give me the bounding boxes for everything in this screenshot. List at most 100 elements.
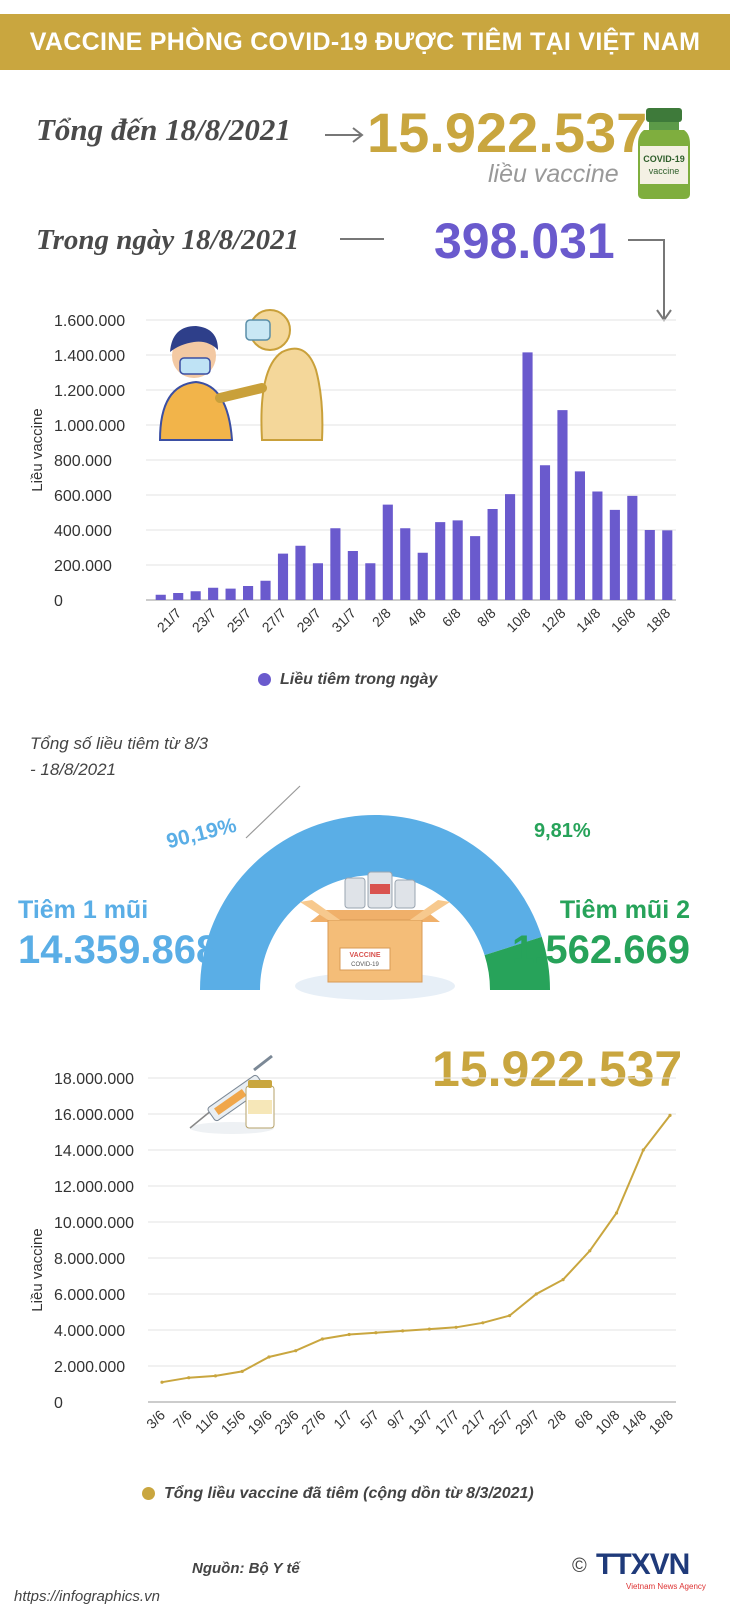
bar-xtick-label: 4/8 (404, 605, 429, 630)
day-label: Trong ngày 18/8/2021 (36, 224, 300, 256)
line-point (294, 1349, 298, 1353)
bar-14-8 (592, 491, 603, 600)
bar-xtick-label: 10/8 (503, 605, 534, 636)
bar-xtick-label: 29/7 (293, 605, 324, 636)
cumulative-total-annotation: 15.922.537 (432, 1041, 683, 1097)
bar-3-8 (400, 528, 411, 600)
cumulative-doses-line-chart: 0 2.000.000 4.000.000 6.000.000 8.000.000 10.… (29, 1054, 676, 1438)
line-point (641, 1148, 645, 1152)
line-ytick-label: 10.000.000 (54, 1215, 134, 1232)
vial-text-2: vaccine (649, 166, 680, 176)
dose-2-value: 1.562.669 (512, 928, 690, 972)
source-text: Nguồn: Bộ Y tế (192, 1560, 300, 1577)
dose-2-label: Tiêm mũi 2 (559, 896, 690, 924)
line-xtick-label: 23/6 (271, 1407, 302, 1438)
line-chart-legend-text: Tổng liều vaccine đã tiêm (cộng dồn từ 8… (164, 1485, 534, 1502)
line-xtick-label: 6/8 (571, 1407, 596, 1432)
line-point (668, 1113, 672, 1117)
bar-xtick-label: 14/8 (573, 605, 604, 636)
line-ytick-label: 14.000.000 (54, 1143, 134, 1160)
line-point (374, 1331, 378, 1335)
bar-18-8 (662, 530, 673, 600)
bar-xtick-label: 6/8 (439, 605, 464, 630)
bar-24-7 (225, 588, 236, 600)
line-chart-ylabel: Liều vaccine (29, 1228, 46, 1311)
line-point (481, 1321, 485, 1325)
bar-11-8 (539, 465, 551, 600)
bar-20-7 (155, 594, 166, 600)
bar-ytick-label: 200.000 (54, 558, 112, 575)
vial-text-1: COVID-19 (643, 154, 685, 164)
dose-share-donut-chart: VACCINE COVID-19 (200, 814, 550, 1000)
bar-7-8 (470, 536, 481, 600)
bar-9-8 (505, 494, 516, 600)
site-url[interactable]: https://infographics.vn (14, 1588, 160, 1605)
line-ytick-label: 16.000.000 (54, 1107, 134, 1124)
bar-26-7 (260, 580, 271, 600)
line-xtick-label: 3/6 (143, 1407, 168, 1432)
line-xtick-label: 10/8 (592, 1407, 623, 1438)
bar-16-8 (627, 495, 638, 600)
line-ytick-label: 4.000.000 (54, 1323, 125, 1340)
dose-1-label: Tiêm 1 mũi (18, 896, 149, 924)
header-banner: VACCINE PHÒNG COVID-19 ĐƯỢC TIÊM TẠI VIỆ… (0, 14, 730, 70)
line-xtick-label: 5/7 (357, 1407, 382, 1432)
line-point (347, 1332, 351, 1337)
bar-31-7 (347, 551, 358, 600)
line-xtick-label: 9/7 (384, 1407, 409, 1432)
bar-xtick-label: 16/8 (608, 605, 639, 636)
line-point (588, 1249, 592, 1253)
line-point (160, 1380, 164, 1384)
line-point (213, 1374, 218, 1378)
bar-12-8 (557, 410, 568, 600)
vaccine-vial-icon: COVID-19 vaccine (638, 108, 690, 199)
bar-ytick-label: 1.400.000 (54, 348, 125, 365)
bar-2-8 (382, 504, 393, 600)
line-ytick-label: 18.000.000 (54, 1071, 134, 1088)
bar-4-8 (417, 552, 428, 600)
bar-8-8 (487, 509, 498, 600)
line-xtick-label: 19/6 (244, 1407, 275, 1438)
dose-1-value: 14.359.868 (18, 928, 219, 972)
bar-5-8 (435, 522, 446, 600)
line-point (534, 1292, 538, 1296)
line-chart-legend: Tổng liều vaccine đã tiêm (cộng dồn từ 8… (142, 1485, 534, 1503)
line-xtick-label: 17/7 (432, 1407, 463, 1438)
vaccine-box-illustration: VACCINE COVID-19 (300, 871, 450, 983)
line-xtick-label: 11/6 (192, 1407, 222, 1437)
bar-ytick-label: 800.000 (54, 453, 112, 470)
bar-25-7 (243, 586, 254, 600)
line-point (267, 1355, 271, 1359)
bar-1-8 (365, 563, 376, 600)
slice-2-percent: 9,81% (534, 820, 591, 842)
line-xtick-label: 1/7 (330, 1407, 355, 1432)
bar-xtick-label: 18/8 (643, 605, 674, 636)
box-label-2: COVID-19 (351, 962, 379, 968)
line-ytick-label: 6.000.000 (54, 1287, 125, 1304)
percent-1-pointer (245, 785, 301, 839)
line-point (561, 1278, 565, 1282)
health-worker-illustration (215, 309, 324, 441)
line-point (507, 1314, 512, 1318)
donut-title: Tổng số liều tiêm từ 8/3 - 18/8/2021 (30, 734, 209, 779)
line-xtick-label: 13/7 (405, 1407, 436, 1438)
cumulative-series-line (161, 1114, 671, 1384)
legend-dot-icon (258, 673, 271, 687)
line-point (427, 1327, 431, 1331)
line-xtick-label: 21/7 (458, 1407, 489, 1438)
bar-13-8 (574, 471, 585, 600)
bar-chart-legend: Liều tiêm trong ngày (258, 671, 437, 689)
line-xtick-label: 29/7 (512, 1407, 543, 1438)
day-value: 398.031 (434, 213, 615, 269)
line-point (614, 1211, 619, 1215)
bar-17-8 (644, 530, 655, 600)
patient-illustration (158, 326, 234, 441)
bar-ytick-label: 600.000 (54, 488, 112, 505)
bar-30-7 (330, 528, 341, 600)
slice-tiem-mui-2 (484, 936, 550, 990)
bar-29-7 (312, 563, 323, 600)
bar-xtick-label: 8/8 (474, 605, 499, 630)
total-value: 15.922.537 (367, 101, 648, 164)
copyright-symbol: © (572, 1555, 587, 1577)
line-point (320, 1337, 325, 1341)
